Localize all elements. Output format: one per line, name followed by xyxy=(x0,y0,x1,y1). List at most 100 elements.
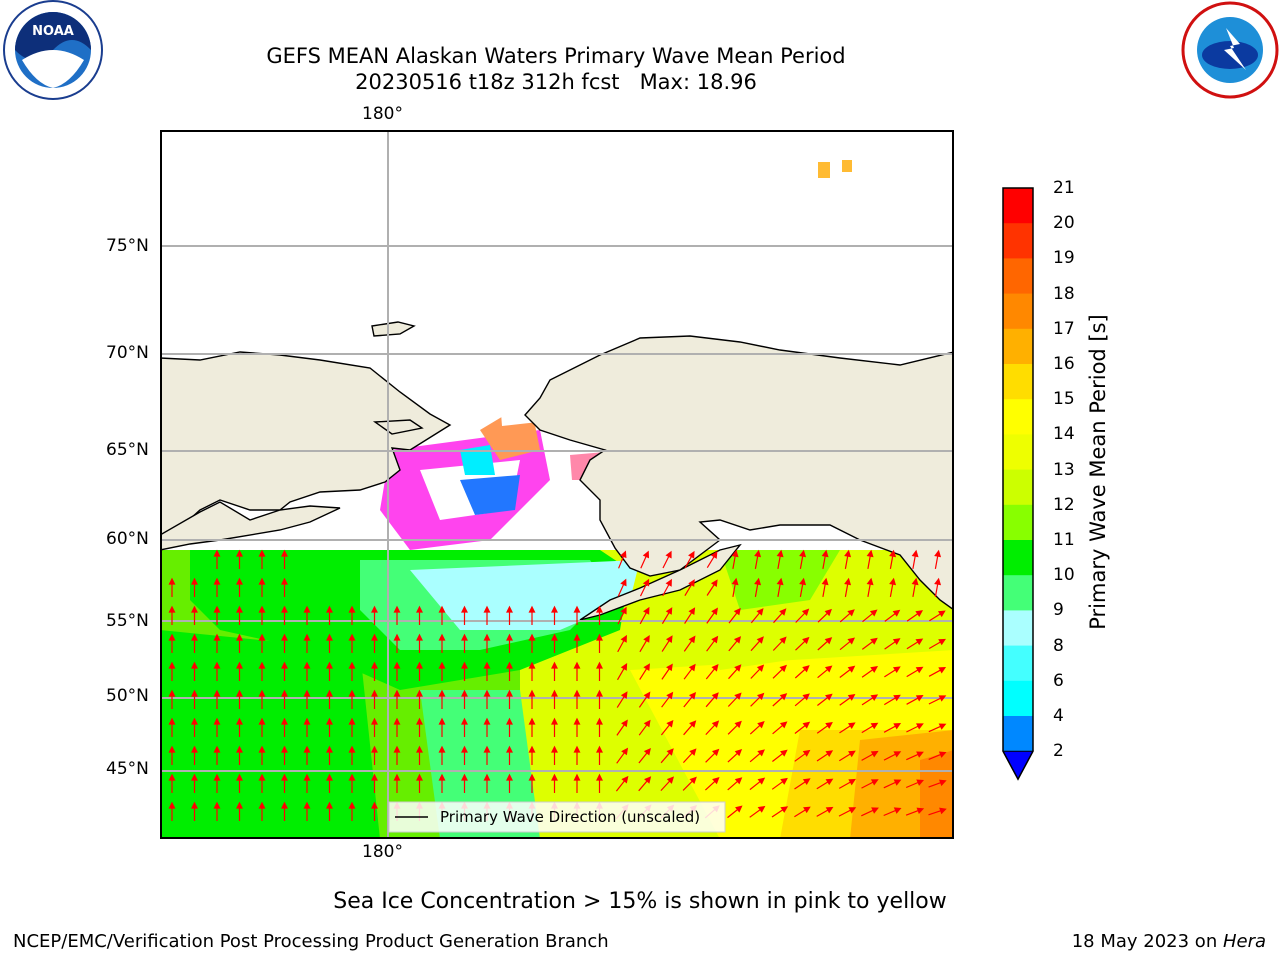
wave-direction-arrows xyxy=(168,549,947,821)
wave-arrow xyxy=(838,750,856,762)
nws-logo xyxy=(1181,1,1279,99)
wave-arrow xyxy=(705,692,719,708)
colorbar-tick: 15 xyxy=(1053,389,1075,410)
wave-arrow xyxy=(573,633,581,653)
wave-arrow xyxy=(236,689,243,709)
wave-arrow xyxy=(906,751,924,761)
wave-arrow xyxy=(799,549,807,570)
wave-arrow xyxy=(682,748,697,764)
wave-arrow xyxy=(794,749,811,762)
wave-arrow xyxy=(661,691,674,708)
wave-arrow xyxy=(483,717,491,737)
wave-arrow xyxy=(573,745,581,765)
wave-arrow xyxy=(191,661,198,681)
wave-arrow xyxy=(281,801,288,821)
wave-arrow xyxy=(168,633,176,653)
wave-arrow xyxy=(795,608,810,623)
wave-arrow xyxy=(928,638,946,650)
wave-arrow xyxy=(816,778,834,790)
wave-arrow xyxy=(281,661,288,681)
wave-arrow xyxy=(682,776,697,791)
wave-arrow xyxy=(754,577,762,598)
wave-arrow xyxy=(727,720,742,735)
wave-arrow xyxy=(393,717,401,737)
wave-arrow xyxy=(839,694,856,706)
wave-arrow xyxy=(483,689,491,709)
wave-arrow xyxy=(639,663,651,680)
wave-arrow xyxy=(683,720,697,736)
wave-arrow xyxy=(438,745,446,765)
wave-arrow xyxy=(794,721,811,734)
wave-arrow xyxy=(483,661,491,681)
wave-arrow xyxy=(754,549,762,570)
wave-arrow xyxy=(416,633,423,653)
lat-label: 55°N xyxy=(106,611,149,631)
wave-arrow xyxy=(393,661,401,681)
wave-arrow xyxy=(861,666,879,678)
wave-arrow xyxy=(866,549,874,570)
wave-arrow xyxy=(416,605,423,625)
wave-arrow xyxy=(326,661,333,681)
wave-arrow xyxy=(461,745,468,765)
wave-arrow xyxy=(371,633,378,653)
wave-arrow xyxy=(772,664,787,679)
wave-arrow xyxy=(884,666,901,678)
wave-arrow xyxy=(661,663,673,680)
wave-arrow xyxy=(776,549,784,570)
map-legend: Primary Wave Direction (unscaled) xyxy=(388,801,726,833)
wave-arrow xyxy=(258,605,266,625)
wave-arrow xyxy=(731,577,739,598)
wave-arrow xyxy=(596,745,603,765)
wave-arrow xyxy=(191,801,198,821)
wave-arrow xyxy=(861,750,879,761)
wave-arrow xyxy=(258,549,266,569)
wave-arrow xyxy=(662,550,672,569)
wave-arrow xyxy=(393,605,401,625)
wave-arrow xyxy=(617,634,627,653)
wave-arrow xyxy=(461,773,468,793)
wave-arrow xyxy=(771,806,789,818)
wave-arrow xyxy=(617,606,627,625)
wave-arrow xyxy=(551,745,558,765)
wave-arrow xyxy=(638,776,652,792)
lat-label: 75°N xyxy=(106,236,149,256)
wave-arrow xyxy=(928,667,947,677)
wave-arrow xyxy=(749,777,766,791)
wave-arrow xyxy=(839,665,856,678)
wave-arrow xyxy=(684,607,696,624)
colorbar-block xyxy=(1003,188,1033,224)
wave-arrow xyxy=(236,605,243,625)
colorbar-block xyxy=(1003,399,1033,435)
colorbar-tick: 18 xyxy=(1053,283,1075,304)
wave-arrow xyxy=(416,773,423,793)
wave-arrow xyxy=(303,633,311,653)
wave-arrow xyxy=(506,717,513,737)
wave-arrow xyxy=(596,717,603,737)
wave-arrow xyxy=(236,549,243,569)
wave-arrow xyxy=(889,549,897,570)
wave-arrow xyxy=(838,807,857,817)
wave-arrow xyxy=(883,694,901,706)
wave-arrow xyxy=(191,689,198,709)
wave-arrow xyxy=(866,577,874,598)
colorbar-block xyxy=(1003,364,1033,400)
wave-arrow xyxy=(348,773,356,793)
wave-arrow xyxy=(258,689,266,709)
land-masses xyxy=(160,321,954,621)
colorbar-tick: 4 xyxy=(1053,706,1064,726)
wave-arrow xyxy=(772,693,788,707)
wave-arrow xyxy=(371,745,378,765)
wave-arrow xyxy=(883,779,902,789)
wave-arrow xyxy=(281,717,288,737)
wave-arrow xyxy=(821,549,829,570)
wave-arrow xyxy=(839,637,856,651)
wave-arrow xyxy=(861,807,879,817)
wave-arrow xyxy=(506,745,513,765)
wave-arrow xyxy=(573,689,581,709)
colorbar-tick: 20 xyxy=(1053,213,1075,234)
wave-arrow xyxy=(168,661,176,681)
wave-arrow xyxy=(348,661,356,681)
wave-arrow xyxy=(906,666,924,678)
wave-arrow xyxy=(727,748,743,763)
colorbar-tick: 14 xyxy=(1053,424,1075,445)
